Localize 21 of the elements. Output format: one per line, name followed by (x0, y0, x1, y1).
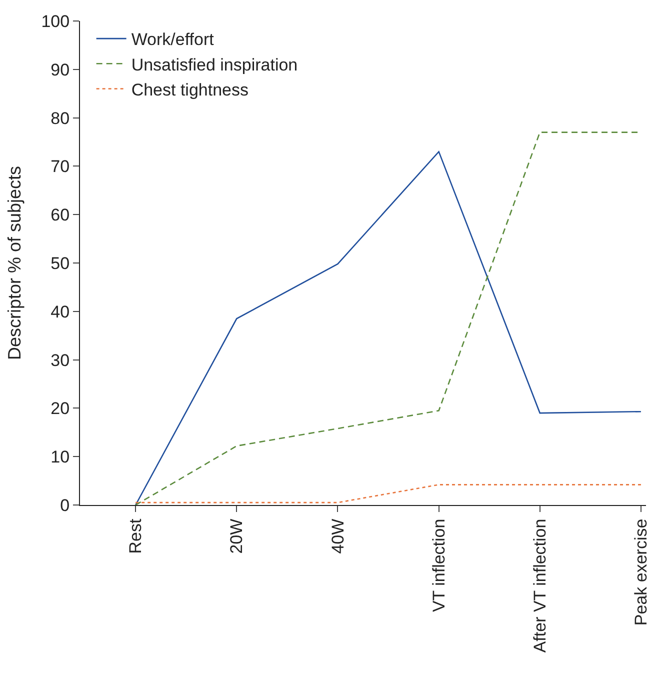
y-tick-label: 70 (50, 157, 70, 176)
y-tick-label: 20 (50, 399, 70, 418)
x-tick-label: Peak exercise (631, 518, 650, 626)
y-tick-label: 90 (50, 60, 70, 80)
legend-label: Chest tightness (131, 80, 249, 100)
y-tick-label: 30 (50, 350, 70, 370)
y-tick-label: 10 (50, 448, 70, 467)
x-tick-label: 20W (227, 518, 246, 554)
legend-label: Unsatisfied inspiration (131, 55, 298, 74)
y-tick-label: 0 (60, 496, 70, 515)
y-tick-label: 40 (50, 302, 70, 322)
x-tick-label: 40W (328, 518, 348, 554)
y-axis-title: Descriptor % of subjects (4, 166, 24, 360)
x-tick-label: VT inflection (429, 518, 448, 612)
legend-label: Work/effort (131, 30, 214, 50)
x-tick-label: Rest (126, 518, 146, 554)
y-tick-label: 60 (50, 206, 70, 225)
y-tick-label: 80 (50, 108, 70, 128)
y-tick-label: 100 (41, 12, 70, 31)
y-tick-label: 50 (50, 254, 70, 273)
x-tick-label: After VT inflection (530, 518, 550, 653)
